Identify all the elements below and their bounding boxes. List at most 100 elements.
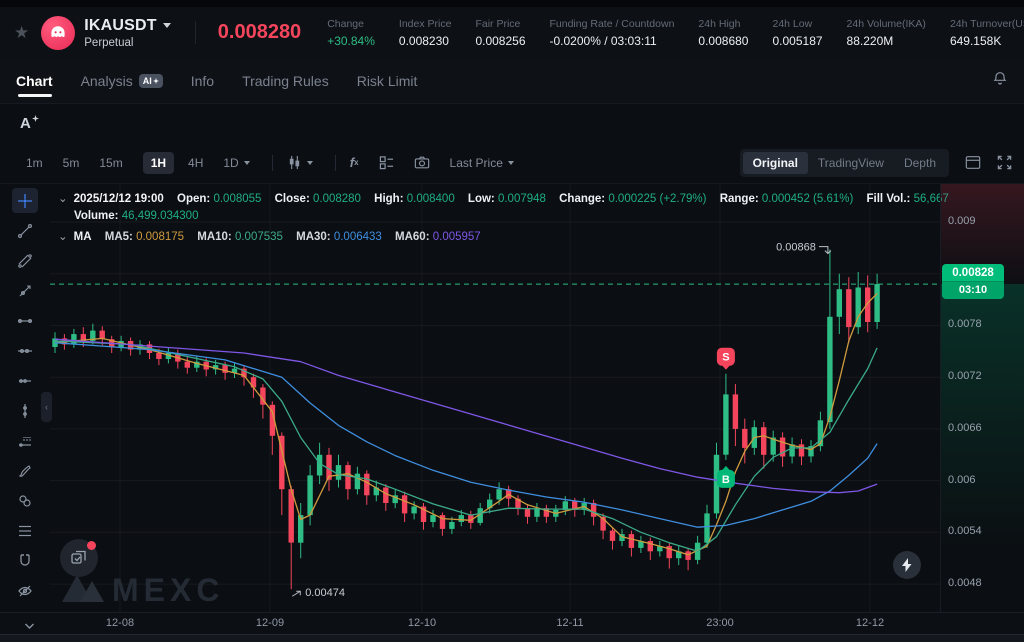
price-segment-tool-icon[interactable] xyxy=(12,368,38,393)
timeframe-4h[interactable]: 4H xyxy=(188,155,204,170)
mode-depth[interactable]: Depth xyxy=(903,155,936,170)
crosshair-tool-icon[interactable] xyxy=(12,188,38,213)
price-axis[interactable]: 0.00828 03:10 0.009 0.0078 0.0072 0.0066 0.0… xyxy=(940,184,1024,612)
ai-letter: A xyxy=(20,114,31,132)
symbol-name: IKAUSDT xyxy=(84,16,157,34)
quick-order-lightning-button[interactable] xyxy=(893,551,921,579)
chevron-down-icon xyxy=(162,23,171,28)
stat-change: Change +30.84% xyxy=(327,17,375,48)
sell-marker: S xyxy=(722,352,729,364)
hide-drawings-eye-off-icon[interactable] xyxy=(12,578,38,603)
notification-dot xyxy=(87,541,96,550)
chart-region: MEXC 0.00868 0.00474 S B ⌄ 2025/12/12 19:00 O… xyxy=(0,184,1024,612)
candlestick-chart-canvas[interactable]: MEXC 0.00868 0.00474 S B xyxy=(50,184,940,612)
trend-line-tool-icon[interactable] xyxy=(12,218,38,243)
drawing-tools-sidebar xyxy=(0,184,50,612)
horizontal-ray-tool-icon[interactable] xyxy=(12,338,38,363)
toolbar-right: Original TradingView Depth xyxy=(739,148,1012,177)
timeframe-5m[interactable]: 5m xyxy=(62,155,80,170)
tab-info[interactable]: Info xyxy=(190,72,215,89)
fullscreen-button[interactable] xyxy=(997,155,1012,170)
panel-collapse-handle[interactable]: ‹ xyxy=(41,392,52,422)
parallel-channel-tool-icon[interactable] xyxy=(12,248,38,273)
symbol-block: IKAUSDT Perpetual xyxy=(84,17,171,49)
buy-marker: B xyxy=(722,474,730,486)
timeframe-15m[interactable]: 15m xyxy=(99,155,123,170)
svg-text:0.00868: 0.00868 xyxy=(776,242,816,254)
header-stats: Change +30.84% Index Price 0.008230 Fair… xyxy=(327,18,1024,48)
current-price-value: 0.00828 xyxy=(942,264,1004,282)
price-source-dropdown[interactable]: Last Price xyxy=(450,156,514,170)
tab-risk-limit[interactable]: Risk Limit xyxy=(356,72,418,89)
vertical-line-tool-icon[interactable] xyxy=(12,398,38,423)
panel-layout-button[interactable] xyxy=(965,155,981,170)
price-axis-label: 0.006 xyxy=(948,473,976,486)
candlestick-icon xyxy=(289,155,299,170)
current-price-badge[interactable]: 0.00828 03:10 xyxy=(942,264,1004,300)
brush-tool-icon[interactable] xyxy=(12,458,38,483)
mode-tradingview[interactable]: TradingView xyxy=(817,155,884,170)
replay-button[interactable] xyxy=(60,539,98,577)
price-axis-label: 0.0072 xyxy=(948,370,982,383)
market-type-label: Perpetual xyxy=(84,36,134,49)
bottom-panel-edge xyxy=(0,634,1024,642)
time-label: 12-12 xyxy=(855,617,885,629)
sparkle-icon xyxy=(31,114,39,122)
timeframe-more-dropdown[interactable]: 1D xyxy=(223,156,250,170)
ai-assistant-button[interactable]: A xyxy=(20,114,39,132)
toolbar-divider xyxy=(334,154,336,171)
stat-index-price: Index Price 0.008230 xyxy=(398,17,452,48)
svg-text:0.00474: 0.00474 xyxy=(305,587,345,599)
chart-style-dropdown[interactable] xyxy=(287,155,313,170)
favorite-star-icon[interactable]: ★ xyxy=(14,22,30,42)
horizontal-line-tool-icon[interactable] xyxy=(12,308,38,333)
time-axis[interactable]: 12-08 12-09 12-10 12-11 23:00 12-12 xyxy=(0,612,1024,634)
time-label: 23:00 xyxy=(706,617,734,629)
stat-24h-high: 24h High 0.008680 xyxy=(698,17,749,48)
octopus-icon xyxy=(51,25,65,37)
price-label-tool-icon[interactable] xyxy=(12,428,38,453)
magnet-tool-icon[interactable] xyxy=(12,548,38,573)
stat-funding-rate: Funding Rate / Countdown -0.0200% / 03:0… xyxy=(549,17,675,48)
token-logo-icon xyxy=(41,15,76,50)
fibonacci-tool-icon[interactable] xyxy=(12,518,38,543)
toolbar-divider xyxy=(271,154,273,171)
indicator-settings-button[interactable] xyxy=(379,155,394,170)
stat-fair-price: Fair Price 0.008256 xyxy=(475,17,526,48)
axis-green-gradient xyxy=(941,284,1024,554)
tab-trading-rules[interactable]: Trading Rules xyxy=(242,72,329,89)
chevron-down-icon xyxy=(306,160,313,165)
price-axis-label: 0.0054 xyxy=(948,525,982,538)
mode-original[interactable]: Original xyxy=(742,151,808,174)
tab-chart[interactable]: Chart xyxy=(16,58,53,103)
ai-badge-icon: AI xyxy=(138,73,163,88)
last-price: 0.008280 xyxy=(194,21,301,44)
price-axis-label: 0.0078 xyxy=(948,318,982,331)
chevron-down-icon[interactable] xyxy=(24,617,35,635)
price-axis-label: 0.0066 xyxy=(948,421,982,434)
chart-mode-switch: Original TradingView Depth xyxy=(739,148,949,177)
chevron-down-icon xyxy=(243,160,250,165)
symbol-selector[interactable]: IKAUSDT xyxy=(84,17,171,35)
svg-text:MEXC: MEXC xyxy=(112,572,224,608)
screenshot-camera-button[interactable] xyxy=(414,155,430,170)
lightning-icon xyxy=(902,558,912,572)
section-tabs: Chart Analysis AI Info Trading Rules Ris… xyxy=(0,58,1024,104)
timeframe-1m[interactable]: 1m xyxy=(26,155,43,170)
price-axis-label: 0.009 xyxy=(948,215,976,227)
ray-line-tool-icon[interactable] xyxy=(12,278,38,303)
candle-countdown: 03:10 xyxy=(942,281,1004,300)
timeframe-1h[interactable]: 1H xyxy=(142,151,175,174)
stat-24h-low: 24h Low 0.005187 xyxy=(772,17,823,48)
time-label: 12-10 xyxy=(407,617,437,629)
notification-bell-icon[interactable] xyxy=(992,70,1008,91)
shapes-tool-icon[interactable] xyxy=(12,488,38,513)
ai-assistant-row: A xyxy=(0,104,1024,142)
stat-24h-turnover: 24h Turnover(USDT) 649.158K xyxy=(949,17,1024,48)
tab-analysis[interactable]: Analysis AI xyxy=(81,58,163,103)
time-label: 12-11 xyxy=(556,617,584,629)
time-label: 12-08 xyxy=(105,617,135,629)
